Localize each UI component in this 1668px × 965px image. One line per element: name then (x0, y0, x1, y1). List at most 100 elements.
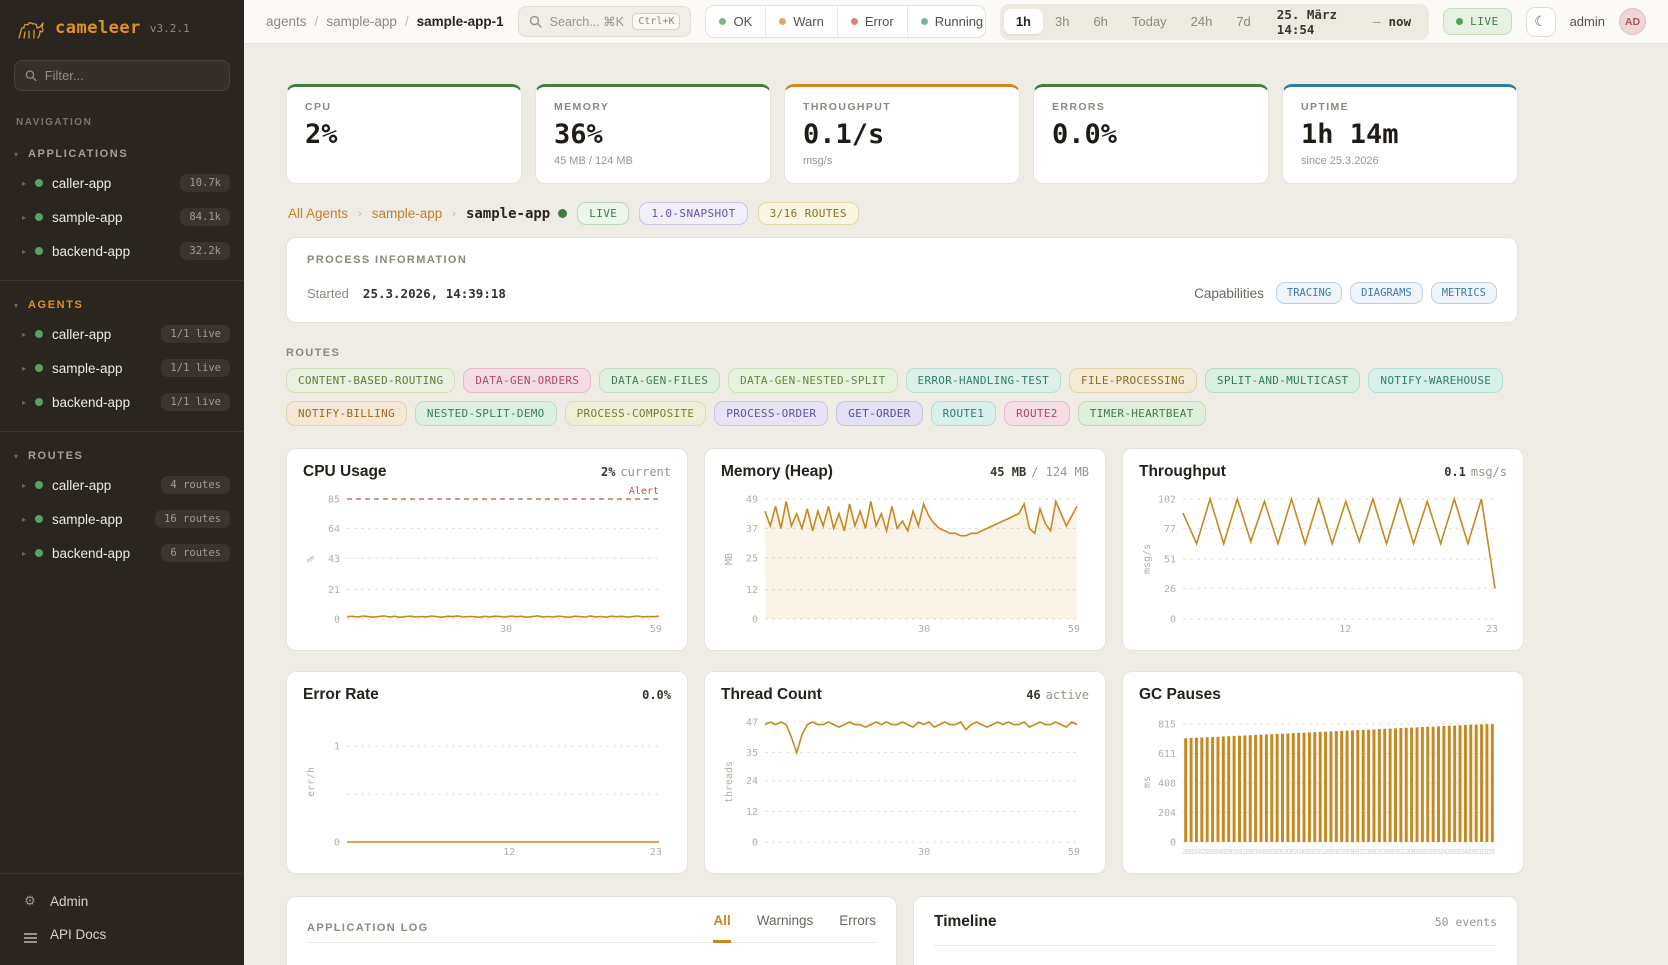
camel-logo-icon (16, 16, 46, 40)
chart-title: CPU Usage (303, 463, 387, 481)
chart-card-throughput: Throughput0.1msg/s02651771021223msg/s (1122, 448, 1524, 651)
footer-item-api-docs[interactable]: API Docs (0, 918, 244, 951)
chart-title: Throughput (1139, 463, 1226, 481)
svg-text:30: 30 (918, 624, 930, 635)
sidebar-item-routes-backend-app[interactable]: ▸backend-app6 routes (0, 536, 244, 570)
sidebar-item-applications-sample-app[interactable]: ▸sample-app84.1k (0, 200, 244, 234)
status-filter-ok[interactable]: OK (706, 6, 766, 37)
stat-card-cpu[interactable]: CPU2% (286, 84, 522, 184)
log-tab-errors[interactable]: Errors (839, 913, 876, 943)
svg-text:47: 47 (746, 718, 758, 729)
stat-card-throughput[interactable]: THROUGHPUT0.1/smsg/s (784, 84, 1020, 184)
agent-breadcrumb-link-all-agents[interactable]: All Agents (288, 206, 348, 221)
routes-title: ROUTES (286, 347, 1518, 359)
sidebar-section-header-agents[interactable]: ▾AGENTS (0, 291, 244, 317)
stat-label: MEMORY (554, 101, 752, 113)
sidebar-item-agents-sample-app[interactable]: ▸sample-app1/1 live (0, 351, 244, 385)
sidebar-item-applications-backend-app[interactable]: ▸backend-app32.2k (0, 234, 244, 268)
capabilities-label: Capabilities (1194, 286, 1264, 301)
route-tag-notify-billing[interactable]: NOTIFY-BILLING (286, 401, 407, 426)
route-tag-data-gen-orders[interactable]: DATA-GEN-ORDERS (463, 368, 591, 393)
route-tag-process-order[interactable]: PROCESS-ORDER (714, 401, 828, 426)
chart-card-gc-pauses: GC Pauses0204408611815202603261441202603… (1122, 671, 1524, 874)
avatar[interactable]: AD (1619, 8, 1646, 35)
chevron-right-icon: ▸ (22, 549, 26, 558)
status-dot-icon (35, 330, 43, 338)
chart-value-unit: current (620, 465, 671, 479)
memory-heap-chart: 0122537493059MB (721, 485, 1089, 635)
breadcrumb-item-sample-app[interactable]: sample-app (326, 14, 397, 29)
route-tag-route2[interactable]: ROUTE2 (1004, 401, 1070, 426)
sidebar-item-label: caller-app (52, 176, 171, 191)
sidebar-item-badge: 1/1 live (161, 325, 230, 343)
breadcrumb-item-sample-app-1[interactable]: sample-app-1 (417, 14, 504, 29)
svg-text:26: 26 (1164, 584, 1176, 595)
date-range[interactable]: 25. März 14:54 — now (1265, 7, 1425, 37)
status-filter-error[interactable]: Error (838, 6, 908, 37)
route-tag-content-based-routing[interactable]: CONTENT-BASED-ROUTING (286, 368, 455, 393)
time-range-today[interactable]: Today (1120, 9, 1179, 34)
sidebar-item-badge: 1/1 live (161, 393, 230, 411)
stat-card-memory[interactable]: MEMORY36%45 MB / 124 MB (535, 84, 771, 184)
chart-value-unit: active (1046, 688, 1089, 702)
time-range-24h[interactable]: 24h (1179, 9, 1225, 34)
chart-title: Memory (Heap) (721, 463, 833, 481)
agent-breadcrumb-link-sample-app[interactable]: sample-app (372, 206, 443, 221)
sidebar-section-header-applications[interactable]: ▾APPLICATIONS (0, 140, 244, 166)
route-tag-route1[interactable]: ROUTE1 (931, 401, 997, 426)
svg-text:12: 12 (1339, 624, 1351, 635)
sidebar-filter[interactable] (14, 60, 230, 91)
sidebar-item-routes-sample-app[interactable]: ▸sample-app16 routes (0, 502, 244, 536)
status-filter-warn[interactable]: Warn (766, 6, 838, 37)
route-tag-split-and-multicast[interactable]: SPLIT-AND-MULTICAST (1205, 368, 1361, 393)
time-range-6h[interactable]: 6h (1081, 9, 1119, 34)
search-placeholder: Search... ⌘K (550, 14, 625, 29)
route-tag-file-processing[interactable]: FILE-PROCESSING (1069, 368, 1197, 393)
chart-card-error-rate: Error Rate0.0%011223err/h (286, 671, 688, 874)
log-tab-warnings[interactable]: Warnings (757, 913, 814, 943)
log-tab-all[interactable]: All (713, 913, 730, 943)
svg-text:1: 1 (334, 742, 340, 753)
route-tag-data-gen-files[interactable]: DATA-GEN-FILES (599, 368, 720, 393)
content-scroll-area[interactable]: CPU2%MEMORY36%45 MB / 124 MBTHROUGHPUT0.… (244, 44, 1668, 965)
sidebar-item-agents-caller-app[interactable]: ▸caller-app1/1 live (0, 317, 244, 351)
route-tag-data-gen-nested-split[interactable]: DATA-GEN-NESTED-SPLIT (728, 368, 897, 393)
timeline-header: Timeline 50 events (934, 913, 1497, 931)
svg-text:35: 35 (746, 748, 758, 759)
sidebar-item-routes-caller-app[interactable]: ▸caller-app4 routes (0, 468, 244, 502)
route-tags: CONTENT-BASED-ROUTING DATA-GEN-ORDERS DATA… (286, 368, 1518, 426)
stat-card-errors[interactable]: ERRORS0.0% (1033, 84, 1269, 184)
stat-value: 36% (554, 119, 752, 150)
filter-input[interactable] (45, 68, 219, 83)
sidebar-item-agents-backend-app[interactable]: ▸backend-app1/1 live (0, 385, 244, 419)
stat-value: 2% (305, 119, 503, 150)
chevron-right-icon: ▸ (22, 179, 26, 188)
route-tag-get-order[interactable]: GET-ORDER (836, 401, 922, 426)
global-search[interactable]: Search... ⌘K Ctrl+K (518, 6, 692, 37)
chevron-down-icon: ▾ (14, 452, 18, 461)
route-tag-timer-heartbeat[interactable]: TIMER-HEARTBEAT (1078, 401, 1206, 426)
svg-text:59: 59 (1068, 624, 1080, 635)
route-tag-nested-split-demo[interactable]: NESTED-SPLIT-DEMO (415, 401, 557, 426)
breadcrumb-item-agents[interactable]: agents (266, 14, 307, 29)
route-tag-error-handling-test[interactable]: ERROR-HANDLING-TEST (906, 368, 1062, 393)
sidebar: cameleer v3.2.1 NAVIGATION ▾APPLICATIONS… (0, 0, 244, 965)
stat-card-uptime[interactable]: UPTIME1h 14msince 25.3.2026 (1282, 84, 1518, 184)
sidebar-item-badge: 1/1 live (161, 359, 230, 377)
time-range-3h[interactable]: 3h (1043, 9, 1081, 34)
svg-text:23: 23 (650, 847, 662, 858)
time-range-1h[interactable]: 1h (1004, 9, 1043, 34)
status-filter-running[interactable]: Running (908, 6, 986, 37)
user-name: admin (1570, 14, 1605, 29)
chart-title: Thread Count (721, 686, 822, 704)
footer-item-label: Admin (50, 894, 88, 909)
sidebar-item-applications-caller-app[interactable]: ▸caller-app10.7k (0, 166, 244, 200)
footer-item-admin[interactable]: ⚙Admin (0, 884, 244, 918)
theme-toggle-button[interactable]: ☾ (1526, 7, 1556, 37)
stats-row: CPU2%MEMORY36%45 MB / 124 MBTHROUGHPUT0.… (286, 84, 1518, 184)
sidebar-section-header-routes[interactable]: ▾ROUTES (0, 442, 244, 468)
live-badge[interactable]: LIVE (1443, 8, 1512, 35)
route-tag-notify-warehouse[interactable]: NOTIFY-WAREHOUSE (1368, 368, 1503, 393)
route-tag-process-composite[interactable]: PROCESS-COMPOSITE (565, 401, 707, 426)
time-range-7d[interactable]: 7d (1224, 9, 1262, 34)
